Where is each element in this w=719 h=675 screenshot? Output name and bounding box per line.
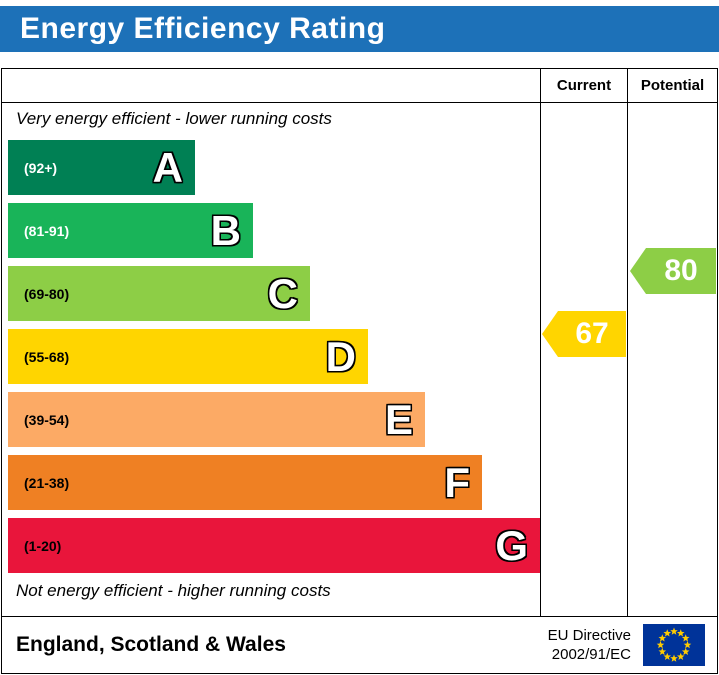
- band-range-label: (39-54): [24, 411, 70, 428]
- potential-column-divider: [627, 69, 628, 616]
- eu-directive-line1: EU Directive: [547, 626, 631, 644]
- band-letter: D: [325, 332, 356, 380]
- current-column-header: Current: [556, 77, 612, 94]
- top-caption: Very energy efficient - lower running co…: [16, 109, 332, 128]
- band-bar-a: (92+) A: [8, 140, 195, 195]
- band-bar-c: (69-80) C: [8, 266, 310, 321]
- band-letter: A: [152, 143, 183, 191]
- band-letter: B: [210, 206, 241, 254]
- footer-bar: England, Scotland & Wales EU Directive 2…: [1, 616, 718, 674]
- band-letter: C: [267, 269, 298, 317]
- eu-directive-line2: 2002/91/EC: [551, 646, 631, 663]
- band-range-label: (69-80): [24, 285, 70, 302]
- band-bar-e: (39-54) E: [8, 392, 425, 447]
- potential-column-header: Potential: [640, 77, 705, 94]
- band-range-label: (81-91): [24, 222, 70, 239]
- band-letter: F: [444, 458, 470, 506]
- potential-rating-value: 80: [664, 254, 698, 287]
- eu-directive-label: EU Directive 2002/91/EC: [548, 626, 631, 665]
- band-bar-d: (55-68) D: [8, 329, 368, 384]
- current-rating-badge: 67: [542, 311, 626, 357]
- current-rating-value: 67: [575, 317, 609, 350]
- band-letter: E: [384, 395, 413, 443]
- potential-rating-badge: 80: [630, 248, 716, 294]
- band-bar-f: (21-38) F: [8, 455, 482, 510]
- band-range-label: (21-38): [24, 474, 70, 491]
- page-title: Energy Efficiency Rating: [20, 12, 386, 45]
- band-range-label: (55-68): [24, 348, 70, 365]
- region-label: England, Scotland & Wales: [16, 633, 286, 656]
- bottom-caption: Not energy efficient - higher running co…: [16, 581, 331, 600]
- band-letter: G: [495, 521, 528, 569]
- band-range-label: (92+): [24, 159, 58, 176]
- title-bar: Energy Efficiency Rating: [0, 6, 719, 52]
- rating-chart: Current Potential Very energy efficient …: [1, 68, 718, 617]
- eu-flag-icon: [643, 624, 705, 666]
- current-column-divider: [540, 69, 541, 616]
- band-range-label: (1-20): [24, 537, 62, 554]
- header-row-divider: [2, 102, 717, 103]
- band-bar-g: (1-20) G: [8, 518, 540, 573]
- band-bar-b: (81-91) B: [8, 203, 253, 258]
